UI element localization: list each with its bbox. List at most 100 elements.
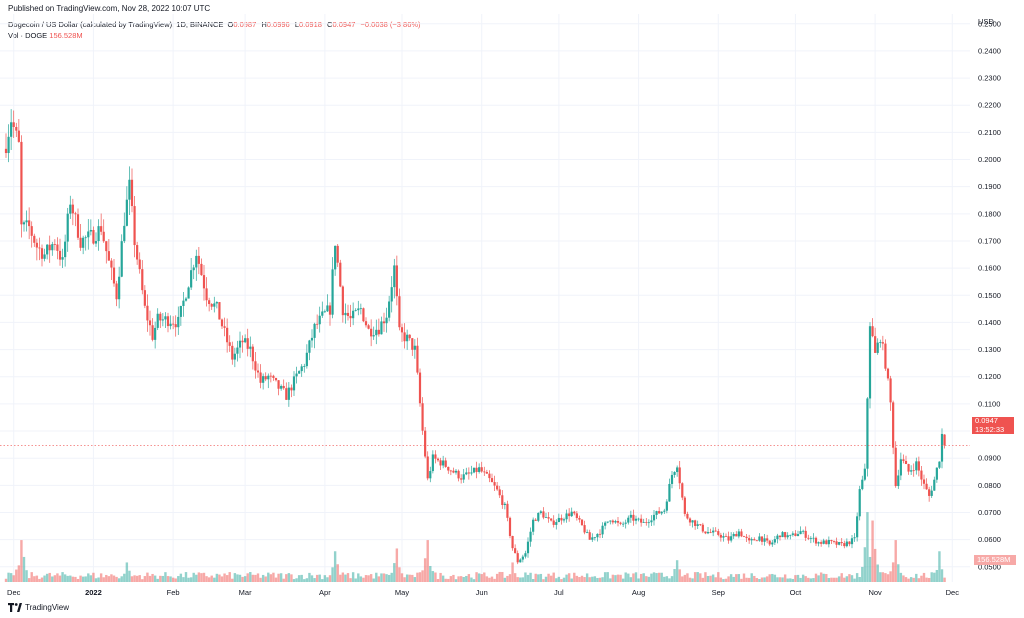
- price-axis[interactable]: 0.2500 0.2400 0.2300 0.2200 0.2100 0.2000 0.19…: [978, 19, 1001, 571]
- candle-body: [701, 524, 704, 532]
- ohlc-low-label: L: [294, 20, 299, 29]
- candle-body: [17, 130, 20, 142]
- volume-bar: [853, 578, 856, 582]
- candle-body: [938, 461, 941, 468]
- volume-bar: [668, 578, 671, 582]
- candle-body: [748, 538, 751, 541]
- volume-bar: [107, 576, 111, 582]
- candle-body: [544, 517, 548, 518]
- candle-body: [367, 325, 370, 329]
- candle-body: [377, 329, 380, 335]
- candle-body: [514, 548, 517, 554]
- candle-body: [336, 245, 339, 263]
- volume-bar: [930, 572, 933, 582]
- volume-bar: [755, 578, 759, 582]
- tradingview-brand[interactable]: TradingView: [8, 603, 69, 612]
- volume-bar: [447, 578, 450, 582]
- volume-bar: [699, 573, 702, 582]
- candle-body: [226, 327, 229, 343]
- candle-body: [326, 305, 329, 312]
- volume-bar: [902, 575, 905, 582]
- volume-bar: [359, 576, 363, 582]
- candle-body: [154, 327, 157, 340]
- candle-body: [521, 556, 524, 560]
- candle-body: [295, 373, 298, 377]
- volume-bar: [722, 579, 725, 582]
- volume-bar: [403, 577, 406, 582]
- candle-body: [712, 530, 715, 533]
- volume-bar: [380, 573, 383, 582]
- volume-bar: [827, 577, 831, 582]
- time-axis[interactable]: Dec 2022 Feb Mar Apr May Jun Jul Aug Sep Oct Nov Dec: [7, 588, 959, 597]
- volume-bar: [200, 573, 203, 582]
- volume-bar: [27, 578, 31, 582]
- volume-bar: [110, 574, 113, 582]
- volume-bar: [650, 573, 653, 582]
- candle-body: [94, 241, 98, 244]
- volume-value: 156.528M: [49, 31, 83, 40]
- candle-body: [858, 489, 861, 517]
- volume-bar: [357, 573, 360, 582]
- candle-body: [393, 265, 396, 288]
- volume-bar: [238, 574, 242, 582]
- candle-body: [722, 536, 725, 538]
- volume-bar: [817, 575, 820, 582]
- volume-bar: [228, 572, 231, 582]
- time-tick-label: Nov: [868, 588, 882, 597]
- volume-bar: [873, 548, 877, 582]
- candle-body: [472, 467, 476, 473]
- candle-body: [611, 520, 614, 523]
- volume-bar: [79, 575, 82, 582]
- candle-body: [470, 472, 473, 474]
- candle-body: [244, 338, 247, 343]
- volume-bar: [933, 572, 936, 582]
- volume-bar: [398, 567, 401, 582]
- volume-bar: [791, 578, 795, 582]
- candle-body: [568, 513, 571, 517]
- candle-body: [467, 472, 470, 474]
- price-tick-label: 0.0900: [978, 454, 1001, 463]
- candle-body: [280, 385, 283, 389]
- time-tick-label: Dec: [946, 588, 960, 597]
- volume-bar: [866, 512, 869, 582]
- volume-bar: [43, 575, 46, 582]
- volume-bar: [727, 576, 730, 582]
- volume-bar: [480, 574, 483, 582]
- volume-bar: [292, 579, 296, 582]
- volume-bar: [25, 570, 28, 582]
- time-tick-label: Oct: [790, 588, 803, 597]
- volume-bar: [655, 573, 658, 582]
- volume-bar: [794, 575, 797, 582]
- volume-bar: [886, 574, 890, 582]
- candle-body: [508, 517, 512, 536]
- ohlc-high-label: H: [261, 20, 267, 29]
- volume-bar: [614, 575, 617, 582]
- volume-bar: [326, 577, 329, 582]
- ohlc-open-label: O: [227, 20, 234, 29]
- volume-bar: [493, 578, 496, 582]
- candle-body: [796, 534, 800, 536]
- candle-body: [714, 530, 717, 532]
- candle-body: [645, 522, 648, 523]
- candle-body: [588, 532, 591, 540]
- candle-body: [822, 540, 825, 544]
- volume-bar: [637, 578, 640, 582]
- candle-body: [205, 288, 208, 301]
- volume-bar: [315, 574, 319, 582]
- candle-body: [632, 514, 635, 521]
- price-tick-label: 0.2400: [978, 46, 1001, 55]
- volume-bar: [534, 573, 537, 582]
- volume-bar: [148, 575, 152, 582]
- volume-bar: [907, 578, 910, 582]
- volume-bar: [915, 573, 918, 582]
- volume-bar: [740, 578, 743, 582]
- candle-body: [493, 482, 496, 486]
- volume-bar: [619, 574, 622, 582]
- volume-bar: [848, 574, 851, 582]
- volume-bar: [69, 575, 72, 582]
- candle-body: [89, 229, 92, 232]
- volume-bar: [182, 577, 185, 582]
- candle-body: [670, 474, 674, 484]
- candle-body: [614, 521, 617, 523]
